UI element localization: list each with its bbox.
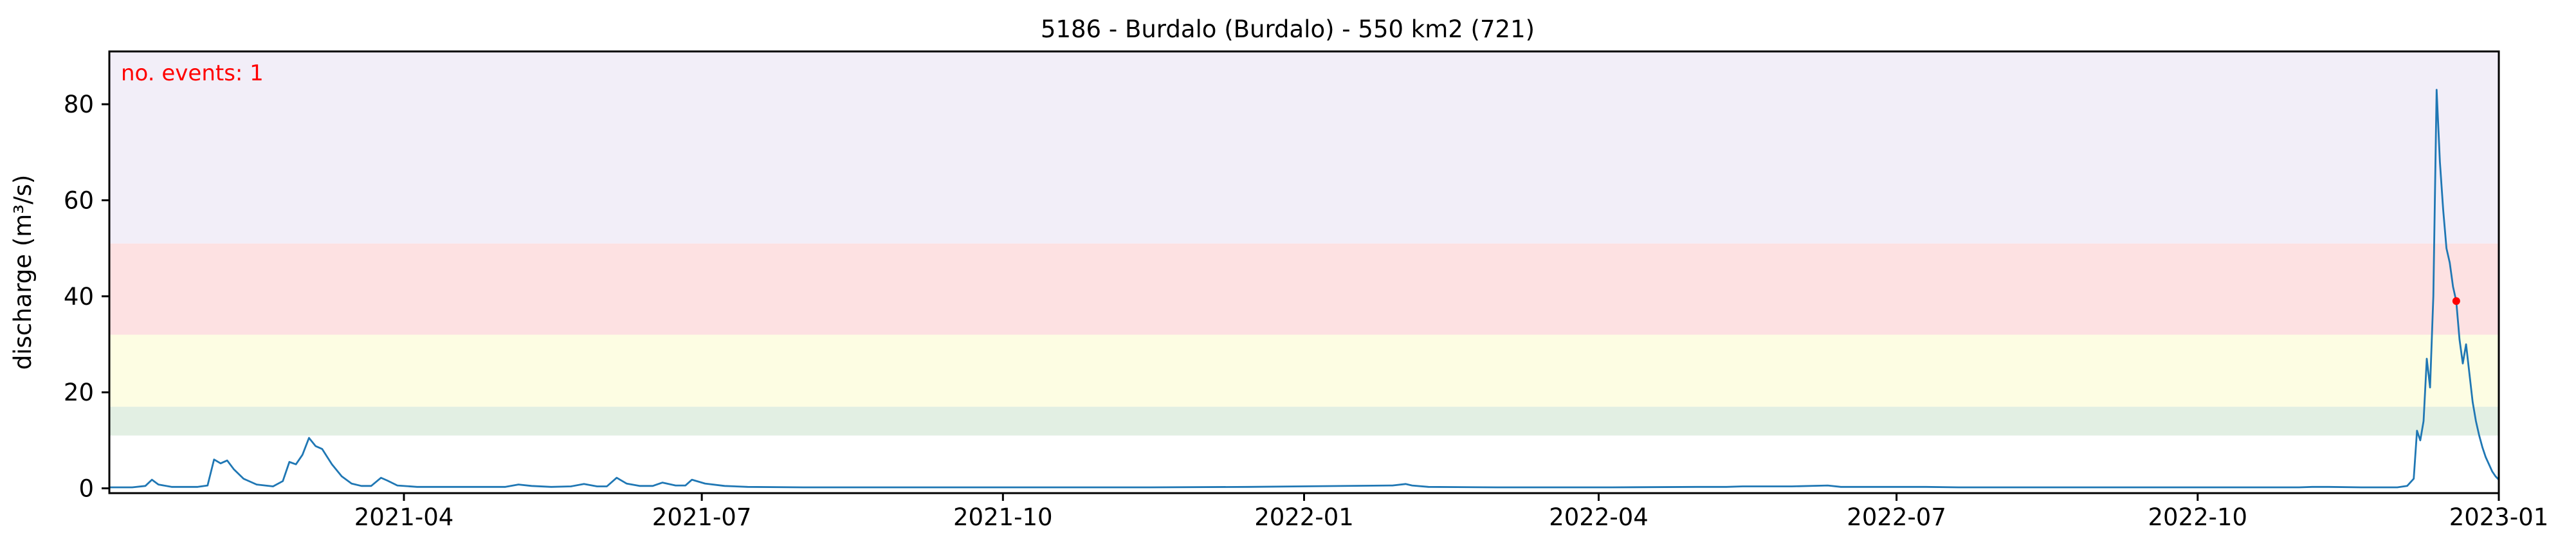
y-axis-label: discharge (m³/s): [9, 175, 37, 370]
threshold-band-1: [109, 406, 2499, 436]
threshold-bands: [109, 51, 2499, 436]
threshold-band-2: [109, 334, 2499, 407]
x-tick-label-5: 2022-04: [1549, 503, 1649, 531]
x-tick-label-3: 2021-10: [953, 503, 1053, 531]
x-tick-label-8: 2023-01: [2449, 503, 2549, 531]
x-tick-label-7: 2022-10: [2148, 503, 2248, 531]
y-tick-label-3: 40: [64, 283, 94, 311]
y-axis-ticks: 0 20 40 60 80: [64, 91, 109, 503]
discharge-line-1: [109, 89, 2499, 489]
x-tick-label-2: 2021-07: [652, 503, 752, 531]
y-tick-label-5: 80: [64, 91, 94, 118]
x-axis-ticks: 2021-04 2021-07 2021-10 2022-01 2022-04 2022-…: [354, 493, 2549, 531]
event-marker-1: [2452, 297, 2460, 305]
threshold-band-4: [109, 51, 2499, 244]
y-tick-label-2: 20: [64, 379, 94, 406]
discharge-series: [109, 89, 2499, 489]
chart-title: 5186 - Burdalo (Burdalo) - 550 km2 (721): [1041, 15, 1535, 43]
event-markers: [2452, 297, 2460, 305]
x-tick-label-4: 2022-01: [1254, 503, 1354, 531]
y-tick-label-1: 0: [78, 475, 94, 503]
y-tick-label-4: 60: [64, 186, 94, 214]
x-tick-label-1: 2021-04: [354, 503, 454, 531]
threshold-band-3: [109, 243, 2499, 335]
events-count-annotation: no. events: 1: [121, 60, 264, 86]
x-tick-label-6: 2022-07: [1847, 503, 1946, 531]
